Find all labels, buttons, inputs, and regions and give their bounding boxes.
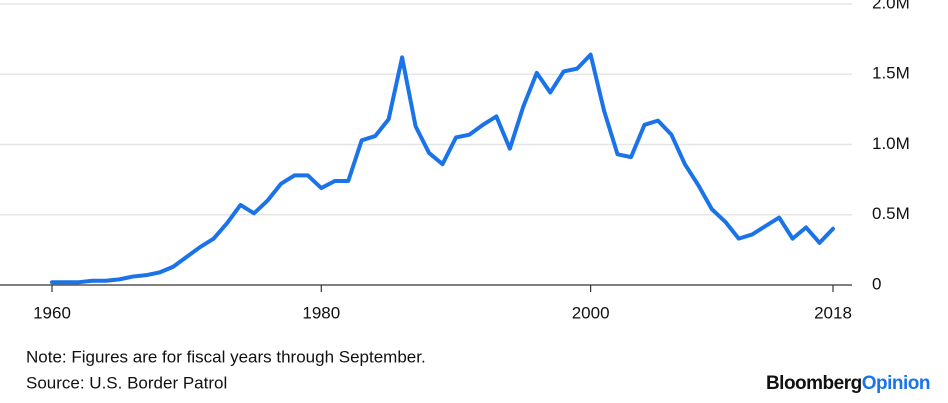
source: Source: U.S. Border Patrol xyxy=(26,373,227,392)
y-tick-label: 1.0M xyxy=(872,134,910,153)
brand-suffix: Opinion xyxy=(862,373,930,394)
y-tick-label: 2.0M xyxy=(872,0,910,12)
x-tick-label: 2018 xyxy=(814,303,852,322)
x-tick-label: 2000 xyxy=(572,303,610,322)
brand-logo: BloombergOpinion xyxy=(766,373,930,394)
y-tick-label: 1.5M xyxy=(872,64,910,83)
brand-name: Bloomberg xyxy=(766,373,862,394)
note: Note: Figures are for fiscal years throu… xyxy=(26,347,426,366)
y-tick-label: 0.5M xyxy=(872,204,910,223)
y-tick-label: 0 xyxy=(872,274,881,293)
x-tick-label: 1980 xyxy=(302,303,340,322)
x-tick-label: 1960 xyxy=(33,303,71,322)
data-line xyxy=(50,52,835,285)
